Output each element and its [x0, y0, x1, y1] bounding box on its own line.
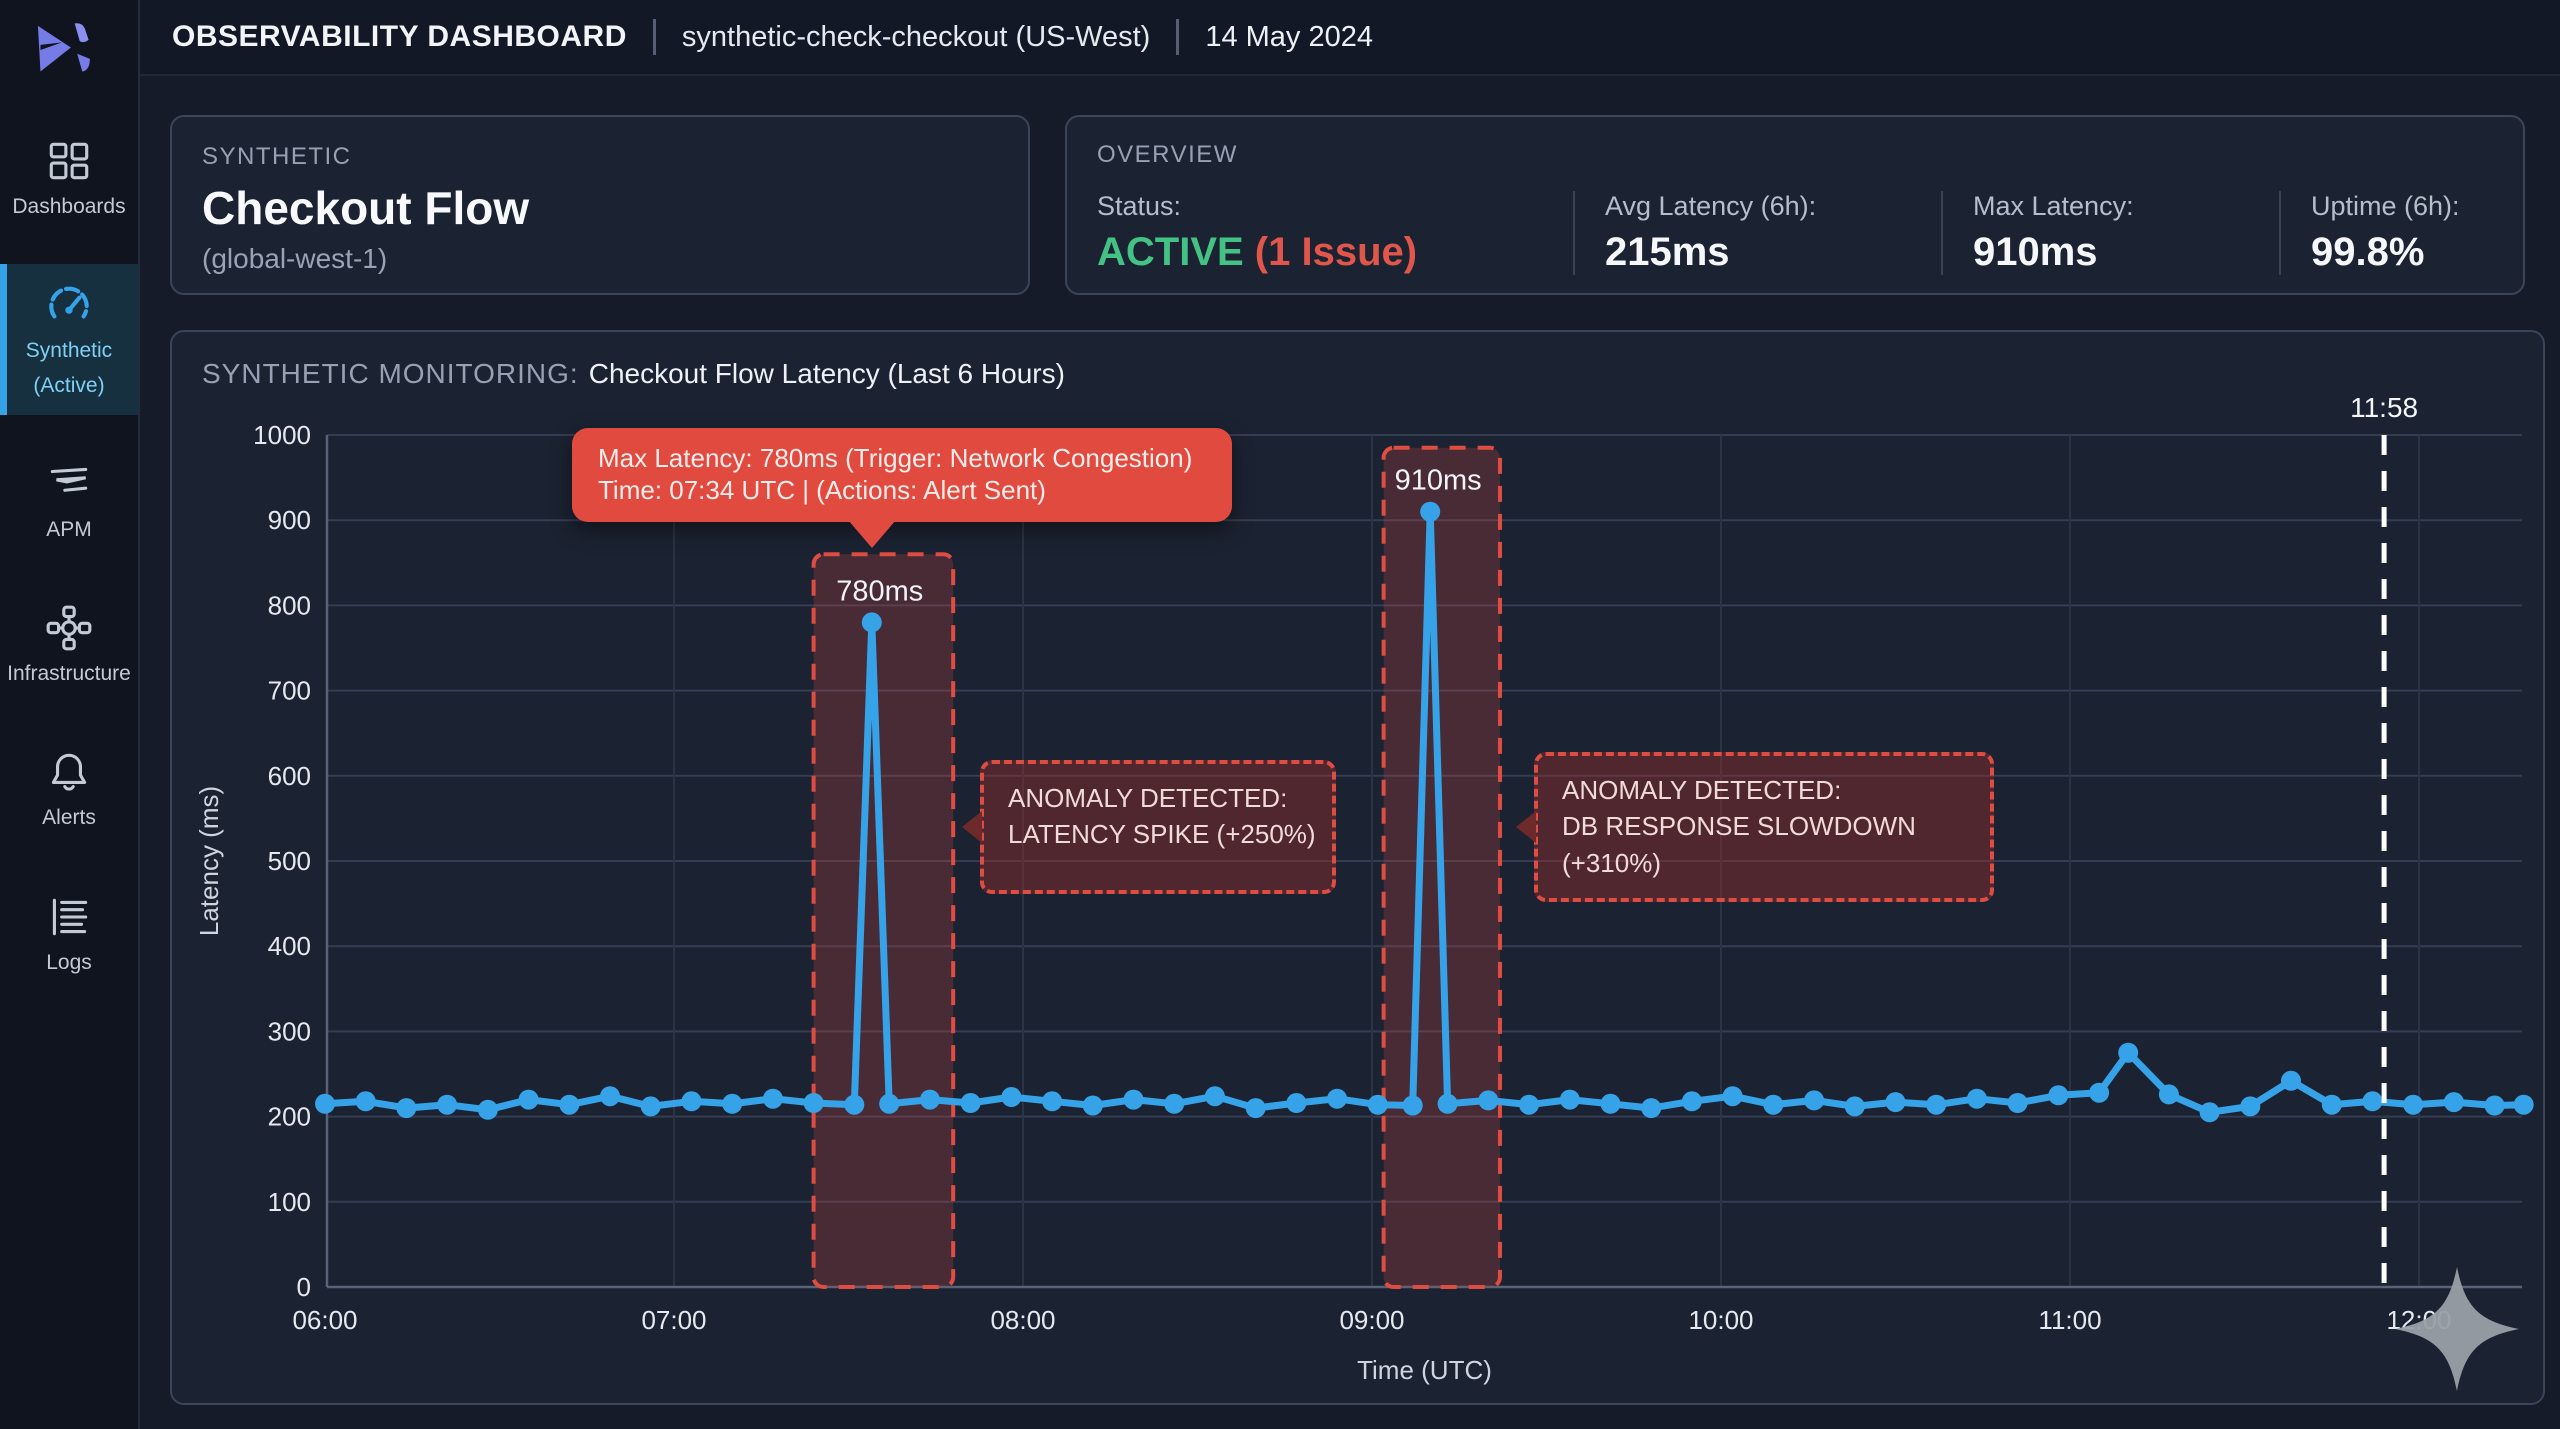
- sidebar-item-label: Dashboards: [12, 195, 126, 218]
- infrastructure-node-icon: [46, 605, 92, 651]
- divider: [2279, 191, 2281, 275]
- svg-text:910ms: 910ms: [1395, 465, 1482, 497]
- chart-title-main: Checkout Flow Latency (Last 6 Hours): [588, 358, 1065, 389]
- svg-text:400: 400: [268, 931, 311, 961]
- svg-text:600: 600: [268, 761, 311, 791]
- app-title: OBSERVABILITY DASHBOARD: [172, 20, 627, 53]
- svg-text:100: 100: [268, 1187, 311, 1217]
- sidebar-item-label: Infrastructure: [7, 662, 131, 685]
- svg-text:1000: 1000: [253, 420, 311, 450]
- topbar: OBSERVABILITY DASHBOARD synthetic-check-…: [140, 0, 2560, 76]
- stat-value: 910ms: [1973, 230, 2098, 274]
- tooltip-line: Time: 07:34 UTC | (Actions: Alert Sent): [598, 474, 1046, 505]
- divider: [1176, 19, 1180, 55]
- svg-text:200: 200: [268, 1102, 311, 1132]
- divider: [1941, 191, 1943, 275]
- svg-text:300: 300: [268, 1016, 311, 1046]
- callout-line: DB RESPONSE SLOWDOWN: [1562, 811, 1916, 842]
- date-label: 14 May 2024: [1205, 20, 1373, 53]
- svg-text:800: 800: [268, 590, 311, 620]
- overview-card: OVERVIEW Status: ACTIVE (1 Issue) Avg La…: [1065, 115, 2525, 295]
- callout-line: ANOMALY DETECTED:: [1008, 783, 1288, 813]
- sidebar-item-label: Synthetic: [25, 339, 113, 363]
- chart-title-prefix: SYNTHETIC MONITORING:: [202, 358, 579, 389]
- gauge-icon: [49, 286, 89, 319]
- callout-line: ANOMALY DETECTED:: [1562, 775, 1842, 805]
- stat-label: Avg Latency (6h):: [1605, 191, 1817, 221]
- card-label: OVERVIEW: [1097, 141, 1238, 168]
- bell-icon: [51, 754, 87, 791]
- anomaly-callout-db-slowdown: ANOMALY DETECTED: DB RESPONSE SLOWDOWN (…: [1516, 752, 1994, 902]
- sidebar-item-label: APM: [46, 517, 92, 541]
- logo-icon[interactable]: [24, 12, 100, 88]
- svg-text:11:00: 11:00: [2038, 1305, 2101, 1335]
- sidebar-item-alerts[interactable]: Alerts: [0, 731, 138, 847]
- max-latency-tooltip: Max Latency: 780ms (Trigger: Network Con…: [572, 428, 1232, 548]
- stat-label: Uptime (6h):: [2311, 191, 2460, 221]
- sidebar-item-apm[interactable]: APM: [0, 443, 138, 559]
- svg-text:06:00: 06:00: [292, 1305, 357, 1335]
- divider: [1573, 191, 1575, 275]
- tooltip-line: Max Latency: 780ms (Trigger: Network Con…: [598, 443, 1193, 473]
- svg-text:500: 500: [268, 846, 311, 876]
- latency-line-chart[interactable]: 0 100 200 300 400 500 600 700 800 900 1000 06:00 07:…: [172, 332, 2547, 1407]
- sidebar-item-label: Logs: [46, 950, 92, 974]
- stat-value: 215ms: [1605, 230, 1730, 274]
- svg-text:900: 900: [268, 505, 311, 535]
- svg-text:Latency (ms): Latency (ms): [194, 786, 224, 936]
- sidebar-nav: Dashboards Synthetic (Active) APM: [0, 120, 138, 1020]
- synthetic-card: SYNTHETIC Checkout Flow (global-west-1): [170, 115, 1030, 295]
- status-badge: ACTIVE (1 Issue): [1097, 230, 1543, 275]
- stats-row: Status: ACTIVE (1 Issue) Avg Latency (6h…: [1097, 191, 2493, 275]
- stat-status: Status: ACTIVE (1 Issue): [1097, 191, 1567, 275]
- sparkle-cursor-icon: [2395, 1267, 2519, 1391]
- stat-label: Status:: [1097, 191, 1182, 221]
- apm-layers-icon: [50, 467, 88, 492]
- svg-text:08:00: 08:00: [990, 1305, 1055, 1335]
- logs-list-icon: [52, 898, 88, 935]
- stat-avg-latency: Avg Latency (6h): 215ms: [1605, 191, 1935, 275]
- status-active: ACTIVE: [1097, 230, 1244, 274]
- check-name: synthetic-check-checkout (US-West): [681, 20, 1151, 53]
- svg-text:Time (UTC): Time (UTC): [1357, 1355, 1492, 1385]
- svg-text:11:58: 11:58: [2350, 392, 2418, 423]
- anomaly-callout-latency-spike: ANOMALY DETECTED: LATENCY SPIKE (+250%): [962, 760, 1336, 894]
- svg-text:700: 700: [268, 676, 311, 706]
- sidebar: Dashboards Synthetic (Active) APM: [0, 0, 140, 1429]
- sidebar-item-logs[interactable]: Logs: [0, 876, 138, 992]
- sidebar-item-label: Alerts: [42, 806, 96, 830]
- sidebar-item-sublabel: (Active): [33, 373, 105, 397]
- callout-line: LATENCY SPIKE (+250%): [1008, 819, 1316, 850]
- stat-uptime: Uptime (6h): 99.8%: [2311, 191, 2484, 275]
- stat-value: 99.8%: [2311, 230, 2425, 274]
- sidebar-item-synthetic[interactable]: Synthetic (Active): [0, 264, 138, 415]
- svg-text:07:00: 07:00: [641, 1305, 706, 1335]
- svg-text:10:00: 10:00: [1688, 1305, 1753, 1335]
- check-title: Checkout Flow: [202, 182, 530, 234]
- chart-title: SYNTHETIC MONITORING: Checkout Flow Laten…: [202, 358, 1065, 390]
- sidebar-item-dashboards[interactable]: Dashboards: [0, 120, 138, 236]
- latency-chart-card: SYNTHETIC MONITORING: Checkout Flow Laten…: [170, 330, 2545, 1405]
- svg-text:780ms: 780ms: [836, 575, 923, 607]
- sidebar-item-infrastructure[interactable]: Infrastructure: [0, 587, 138, 703]
- status-issue-count: (1 Issue): [1243, 230, 1418, 274]
- check-region: (global-west-1): [202, 243, 388, 274]
- svg-text:09:00: 09:00: [1339, 1305, 1404, 1335]
- svg-text:0: 0: [297, 1272, 311, 1302]
- dashboards-icon: [49, 142, 89, 180]
- stat-label: Max Latency:: [1973, 191, 2134, 221]
- card-label: SYNTHETIC: [202, 143, 352, 170]
- divider: [652, 19, 656, 55]
- callout-line: (+310%): [1562, 847, 1661, 878]
- stat-max-latency: Max Latency: 910ms: [1973, 191, 2273, 275]
